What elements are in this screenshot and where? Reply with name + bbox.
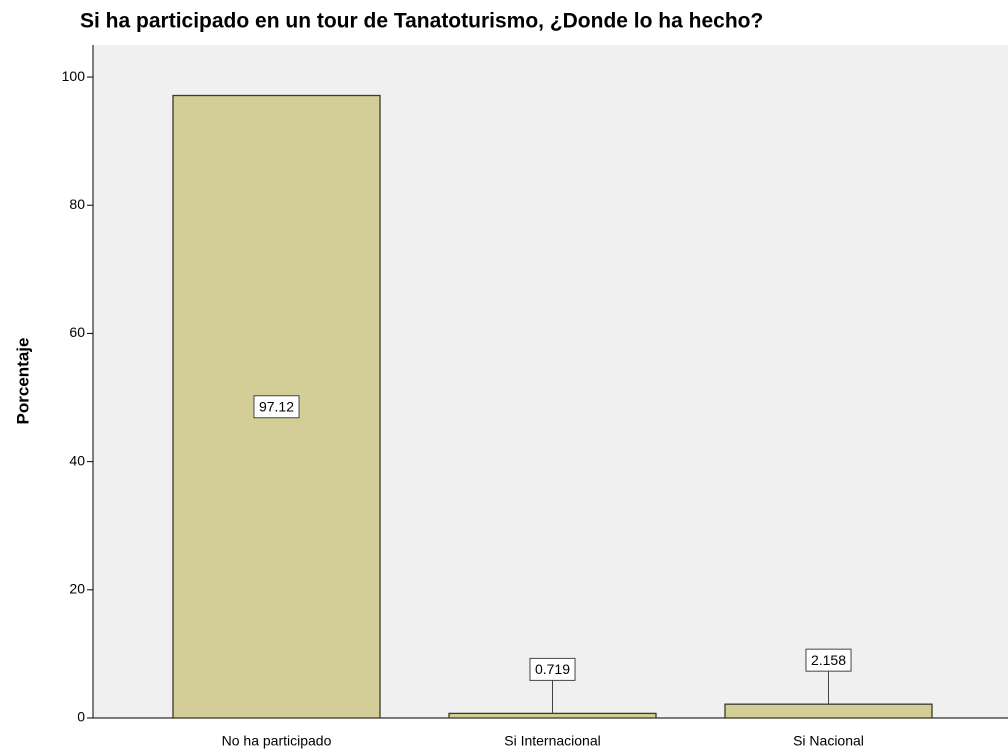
data-label-box xyxy=(805,648,852,672)
x-tick-label: No ha participado xyxy=(222,733,332,749)
y-axis-label: Porcentaje xyxy=(13,338,32,425)
chart-title: Si ha participado en un tour de Tanatotu… xyxy=(80,10,763,33)
data-label: 97.12 xyxy=(259,398,294,414)
bar xyxy=(724,703,933,719)
x-tick-label: Si Nacional xyxy=(793,733,864,749)
y-tick-label: 60 xyxy=(69,324,85,340)
y-tick-label: 0 xyxy=(77,709,85,725)
y-tick-label: 80 xyxy=(69,196,85,212)
data-label: 2.158 xyxy=(811,652,846,668)
data-label: 0.719 xyxy=(535,661,570,677)
bar xyxy=(448,712,657,719)
data-label-box xyxy=(253,395,300,419)
y-tick-label: 40 xyxy=(69,452,85,468)
y-tick-label: 20 xyxy=(69,581,85,597)
y-tick-label: 100 xyxy=(62,68,86,84)
x-tick-label: Si Internacional xyxy=(504,733,601,749)
data-label-box xyxy=(529,657,576,681)
